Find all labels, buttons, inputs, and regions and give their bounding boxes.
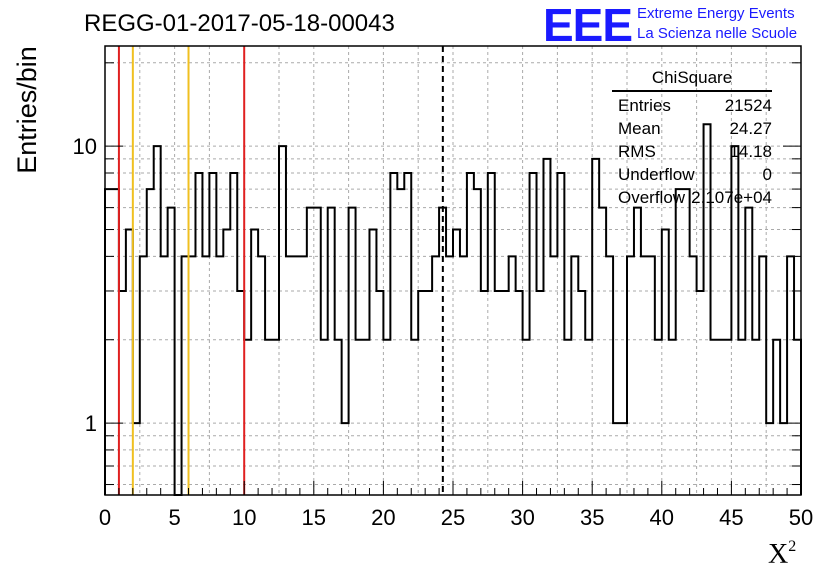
logo-line-1: Extreme Energy Events xyxy=(637,5,795,22)
eee-logo: EEE xyxy=(543,0,633,51)
x-tick-label: 0 xyxy=(99,505,111,530)
x-tick-label: 25 xyxy=(441,505,465,530)
stats-title: ChiSquare xyxy=(612,68,772,92)
x-tick-label: 30 xyxy=(510,505,534,530)
x-axis-label: Χ2 xyxy=(768,538,797,570)
stats-box: ChiSquare Entries 21524 Mean 24.27 RMS 14.1… xyxy=(612,68,772,209)
y-tick-label: 1 xyxy=(85,411,97,436)
stats-row-underflow: Underflow 0 xyxy=(618,165,772,184)
x-tick-label: 5 xyxy=(168,505,180,530)
y-tick-label: 10 xyxy=(73,134,97,159)
x-tick-label: 35 xyxy=(580,505,604,530)
stats-row-entries: Entries 21524 xyxy=(618,96,772,115)
x-tick-label: 50 xyxy=(789,505,813,530)
histogram-outline xyxy=(104,123,802,496)
x-tick-label: 45 xyxy=(719,505,743,530)
x-tick-label: 15 xyxy=(302,505,326,530)
x-tick-label: 40 xyxy=(650,505,674,530)
stats-row-rms: RMS 14.18 xyxy=(618,142,772,161)
y-axis-label: Entries/bin xyxy=(12,46,42,174)
stats-row-overflow: Overflow 2.107e+04 xyxy=(618,188,772,207)
x-tick-label: 10 xyxy=(232,505,256,530)
chart-title: REGG-01-2017-05-18-00043 xyxy=(84,10,395,37)
x-tick-label: 20 xyxy=(371,505,395,530)
logo-line-2: La Scienza nelle Scuole xyxy=(637,25,798,42)
stats-row-mean: Mean 24.27 xyxy=(618,119,772,138)
